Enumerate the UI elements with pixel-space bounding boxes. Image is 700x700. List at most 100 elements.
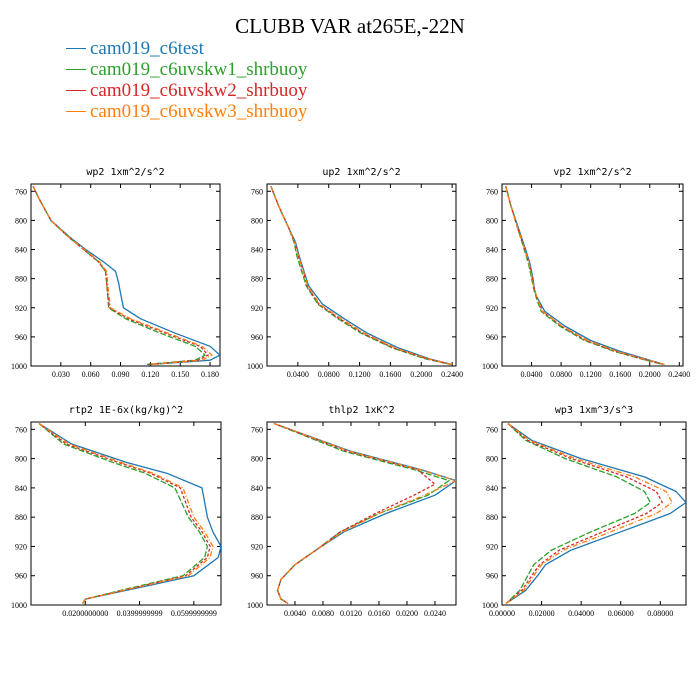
x-tick-label: 0.2000 xyxy=(639,370,661,379)
y-tick-label: 1000 xyxy=(482,601,498,610)
x-tick-label: 0.0400 xyxy=(521,370,543,379)
plot-frame xyxy=(266,421,457,606)
legend-swatch xyxy=(66,111,86,112)
x-tick-label: 0.08000 xyxy=(647,609,673,618)
x-tick-label: 0.0200 xyxy=(396,609,418,618)
panel-title: rtp2 1E-6x(kg/kg)^2 xyxy=(69,405,183,416)
x-tick-label: 0.2400 xyxy=(668,370,690,379)
y-tick-label: 960 xyxy=(251,333,263,342)
series-line-3 xyxy=(270,185,452,366)
series-line-4 xyxy=(273,422,456,605)
y-tick-label: 800 xyxy=(486,216,498,225)
x-tick-label: 0.180 xyxy=(201,370,219,379)
panel-2: up2 1xm^2/s^2 760 800 840 880 920 960 1000 0.040… xyxy=(247,167,463,379)
y-tick-label: 880 xyxy=(486,513,498,522)
y-tick-label: 1000 xyxy=(11,362,27,371)
legend-label: cam019_c6uvskw1_shrbuoy xyxy=(90,59,308,80)
legend-item-c6uvskw2: cam019_c6uvskw2_shrbuoy xyxy=(66,80,307,101)
y-tick-label: 840 xyxy=(486,484,498,493)
x-tick-label: 0.0800 xyxy=(550,370,572,379)
y-tick-label: 920 xyxy=(486,304,498,313)
x-tick-label: 0.0120 xyxy=(340,609,362,618)
x-tick-label: 0.1200 xyxy=(580,370,602,379)
panel-title: thlp2 1xK^2 xyxy=(328,405,394,416)
y-tick-label: 840 xyxy=(15,246,27,255)
x-tick-label: 0.150 xyxy=(171,370,189,379)
series-line-3 xyxy=(273,422,436,605)
y-tick-label: 880 xyxy=(251,513,263,522)
plot-frame xyxy=(501,421,687,606)
y-tick-label: 760 xyxy=(251,425,263,434)
series-line-1 xyxy=(505,422,686,605)
y-tick-label: 960 xyxy=(251,572,263,581)
series-line-2 xyxy=(273,422,450,605)
y-tick-label: 1000 xyxy=(247,362,263,371)
legend-item-c6test: cam019_c6test xyxy=(66,38,307,59)
y-tick-label: 840 xyxy=(251,484,263,493)
panel-title: up2 1xm^2/s^2 xyxy=(322,167,400,178)
x-tick-label: 0.1200 xyxy=(349,370,371,379)
series-line-2 xyxy=(32,185,206,366)
y-tick-label: 920 xyxy=(251,542,263,551)
y-tick-label: 880 xyxy=(251,275,263,284)
y-tick-label: 1000 xyxy=(11,601,27,610)
y-tick-label: 840 xyxy=(486,246,498,255)
y-tick-label: 960 xyxy=(486,333,498,342)
panel-title: wp3 1xm^3/s^3 xyxy=(555,405,633,416)
x-tick-label: 0.090 xyxy=(112,370,130,379)
series-line-1 xyxy=(38,422,221,604)
x-tick-label: 0.1600 xyxy=(379,370,401,379)
x-tick-label: 0.0080 xyxy=(312,609,334,618)
panel-4: rtp2 1E-6x(kg/kg)^2 760 800 840 880 920 960 100… xyxy=(11,405,222,618)
x-tick-label: 0.1600 xyxy=(609,370,631,379)
legend-item-c6uvskw3: cam019_c6uvskw3_shrbuoy xyxy=(66,101,307,122)
x-tick-label: 0.2400 xyxy=(441,370,463,379)
x-tick-label: 0.060 xyxy=(82,370,100,379)
series-line-2 xyxy=(505,423,652,604)
x-tick-label: 0.0399999999 xyxy=(117,609,163,618)
plot-frame xyxy=(30,421,222,606)
y-tick-label: 920 xyxy=(15,304,27,313)
y-tick-label: 1000 xyxy=(482,362,498,371)
plot-frame xyxy=(30,183,221,367)
series-line-3 xyxy=(32,185,209,366)
figure-title: CLUBB VAR at265E,-22N xyxy=(235,14,465,38)
series-line-1 xyxy=(505,186,665,366)
series-line-4 xyxy=(270,185,453,366)
y-tick-label: 960 xyxy=(15,572,27,581)
x-tick-label: 0.06000 xyxy=(608,609,634,618)
y-tick-label: 960 xyxy=(486,572,498,581)
x-tick-label: 0.02000 xyxy=(529,609,555,618)
legend-label: cam019_c6uvskw2_shrbuoy xyxy=(90,80,308,101)
series-line-4 xyxy=(505,186,665,366)
series-line-4 xyxy=(38,422,214,604)
y-tick-label: 800 xyxy=(251,455,263,464)
x-tick-label: 0.0160 xyxy=(368,609,390,618)
x-tick-label: 0.00000 xyxy=(489,609,515,618)
legend-item-c6uvskw1: cam019_c6uvskw1_shrbuoy xyxy=(66,59,307,80)
x-tick-label: 0.120 xyxy=(141,370,159,379)
y-tick-label: 840 xyxy=(251,246,263,255)
panel-5: thlp2 1xK^2 760 800 840 880 920 960 1000 0.0040 0… xyxy=(247,405,457,618)
legend-label: cam019_c6uvskw3_shrbuoy xyxy=(90,101,308,122)
y-tick-label: 840 xyxy=(15,484,27,493)
y-tick-label: 800 xyxy=(486,455,498,464)
x-tick-label: 0.0400 xyxy=(287,370,309,379)
x-tick-label: 0.04000 xyxy=(568,609,594,618)
series-line-3 xyxy=(505,423,663,605)
legend-swatch xyxy=(66,48,86,49)
series-line-2 xyxy=(505,186,664,366)
x-tick-label: 0.2000 xyxy=(410,370,432,379)
y-tick-label: 800 xyxy=(15,455,27,464)
y-tick-label: 760 xyxy=(15,187,27,196)
series-line-3 xyxy=(38,422,211,604)
y-tick-label: 760 xyxy=(486,187,498,196)
panel-title: wp2 1xm^2/s^2 xyxy=(86,167,164,178)
legend-label: cam019_c6test xyxy=(90,38,204,59)
y-tick-label: 1000 xyxy=(247,601,263,610)
y-tick-label: 920 xyxy=(15,542,27,551)
y-tick-label: 960 xyxy=(15,333,27,342)
y-tick-label: 880 xyxy=(15,513,27,522)
y-tick-label: 760 xyxy=(15,425,27,434)
